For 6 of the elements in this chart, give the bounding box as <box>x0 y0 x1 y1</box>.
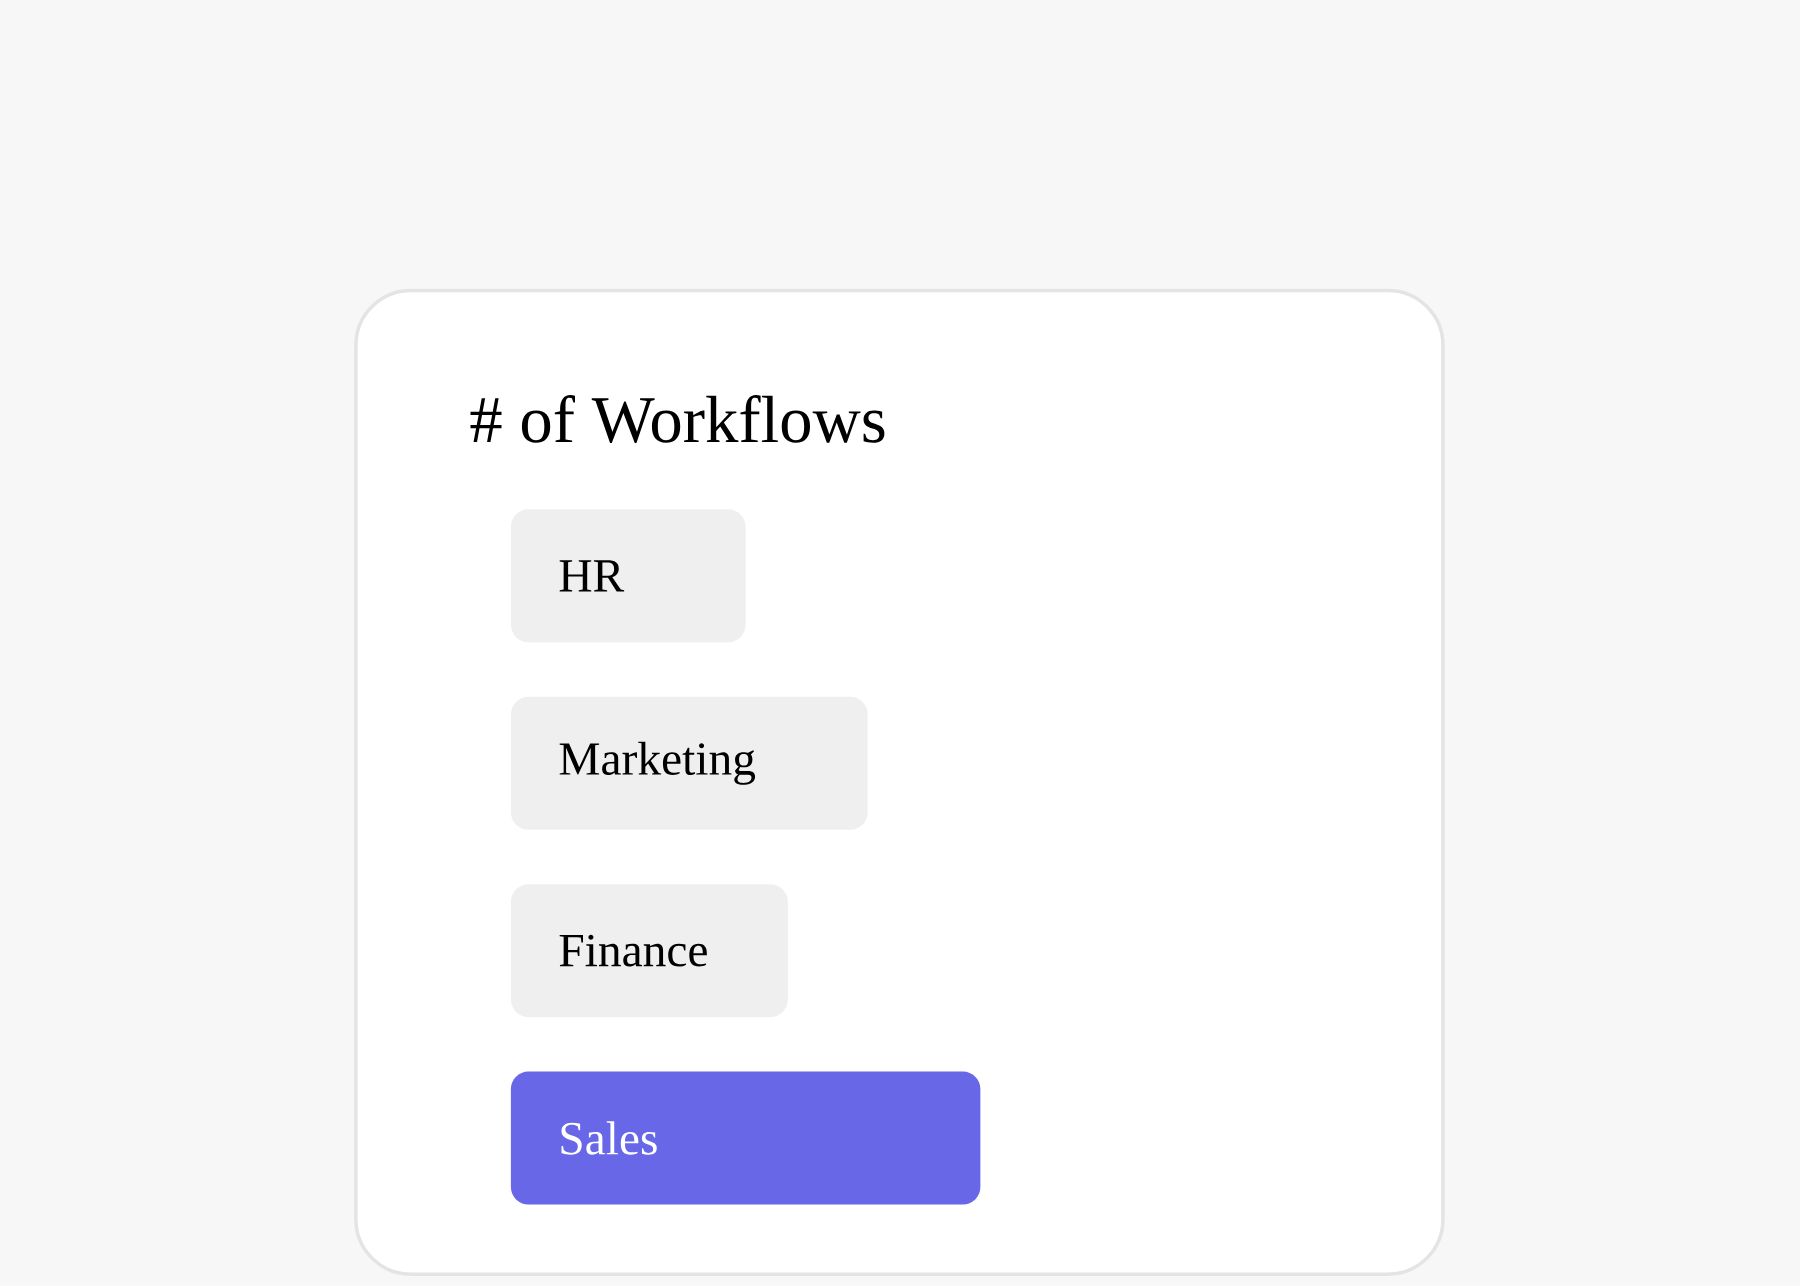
chart-title: # of Workflows <box>470 395 885 444</box>
y-tick-label: HR <box>559 560 625 592</box>
y-tick-label: Marketing <box>559 741 756 785</box>
bar <box>510 1071 981 1205</box>
y-tick-label: Finance <box>559 934 707 967</box>
y-tick-label: Sales <box>561 1121 657 1155</box>
